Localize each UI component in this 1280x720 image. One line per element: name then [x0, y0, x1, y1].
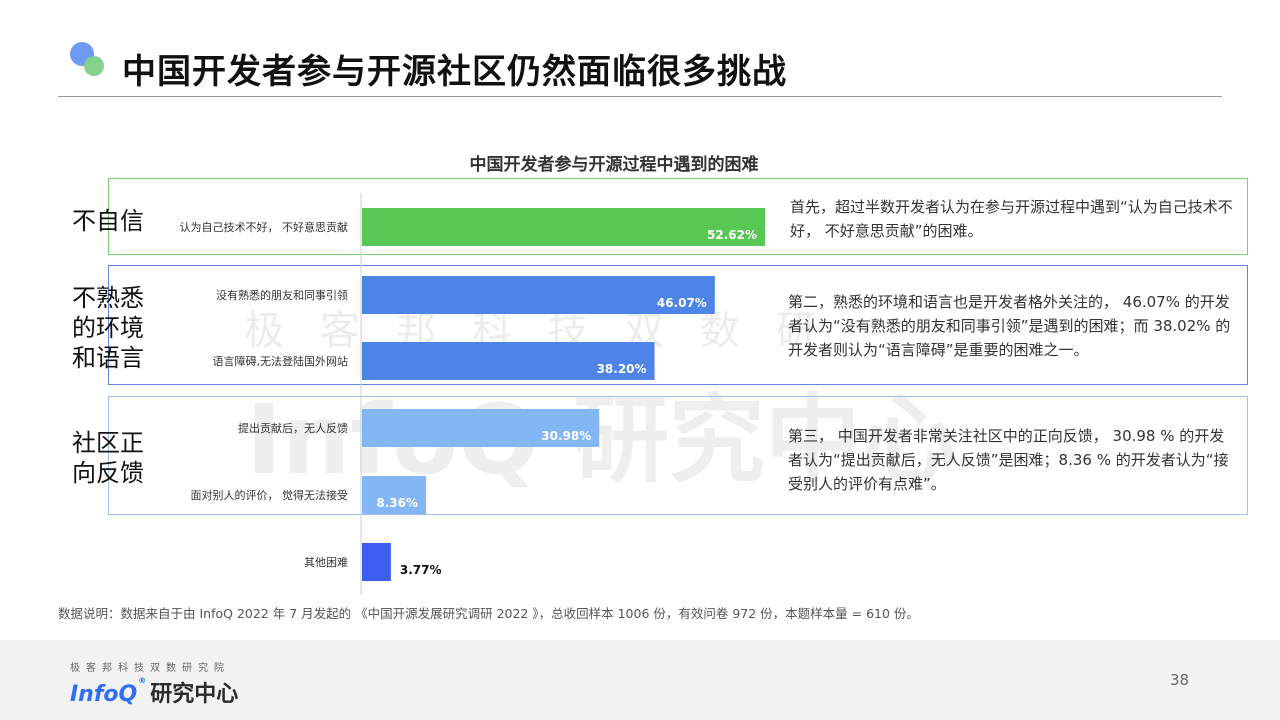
- bar: [362, 342, 655, 380]
- value-label: 3.77%: [400, 563, 442, 577]
- green-dot-icon: [84, 56, 104, 76]
- group-label-line: 向反馈: [72, 459, 144, 487]
- footer-subtitle: 极客邦科技双数研究院: [70, 663, 230, 674]
- data-source-note: 数据说明：数据来自于由 InfoQ 2022 年 7 月发起的 《中国开源发展研…: [58, 606, 919, 621]
- chart-title: 中国开发者参与开源过程中遇到的困难: [469, 155, 759, 175]
- page-title: 中国开发者参与开源社区仍然面临很多挑战: [122, 52, 787, 92]
- bar: [362, 208, 765, 246]
- logo-center: 研究中心: [150, 682, 239, 707]
- logo-trademark: ®: [138, 676, 147, 685]
- category-label: 认为自己技术不好， 不好意思贡献: [180, 220, 349, 234]
- bar: [362, 409, 600, 447]
- category-label: 没有熟悉的朋友和同事引领: [216, 288, 348, 302]
- page-number: 38: [1170, 671, 1190, 689]
- group-label-line: 社区正: [72, 429, 144, 457]
- bar: [362, 543, 391, 581]
- logo-brand: InfoQ: [70, 682, 138, 707]
- category-label: 语言障碍,无法登陆国外网站: [213, 354, 349, 368]
- group-label-line: 和语言: [72, 344, 144, 372]
- group-box-confidence: [108, 178, 1248, 255]
- note-environment: 第二，熟悉的环境和语言也是开发者格外关注的， 46.07% 的开发者认为“没有熟…: [788, 293, 1231, 359]
- value-label: 38.20%: [597, 362, 647, 376]
- infoq-logo: InfoQ®研究中心: [70, 676, 238, 708]
- brand-dots-icon: [70, 42, 110, 82]
- category-label: 面对别人的评价， 觉得无法接受: [191, 488, 349, 502]
- value-label: 52.62%: [707, 228, 757, 242]
- category-label: 其他困难: [304, 556, 348, 569]
- group-box-feedback: [108, 396, 1248, 515]
- group-label-feedback: 社区正 向反馈: [66, 428, 150, 488]
- group-label-line: 的环境: [72, 314, 144, 342]
- value-label: 8.36%: [376, 496, 418, 510]
- bar: [362, 276, 715, 314]
- footer: 极客邦科技双数研究院 InfoQ®研究中心 38: [0, 640, 1280, 720]
- group-label-confidence: 不自信: [66, 206, 150, 236]
- group-label-environment: 不熟悉 的环境 和语言: [66, 283, 150, 373]
- note-feedback: 第三， 中国开发者非常关注社区中的正向反馈， 30.98 % 的开发者认为“提出…: [788, 427, 1229, 493]
- group-label-line: 不自信: [72, 207, 144, 235]
- group-label-line: 不熟悉: [72, 284, 144, 312]
- note-confidence: 首先，超过半数开发者认为在参与开源过程中遇到“认为自己技术不好， 不好意思贡献”…: [790, 198, 1233, 240]
- value-label: 46.07%: [657, 296, 707, 310]
- value-label: 30.98%: [541, 429, 591, 443]
- bar: [362, 476, 427, 514]
- group-box-environment: [108, 265, 1248, 385]
- category-label: 提出贡献后，无人反馈: [238, 421, 348, 435]
- title-divider: [58, 96, 1222, 97]
